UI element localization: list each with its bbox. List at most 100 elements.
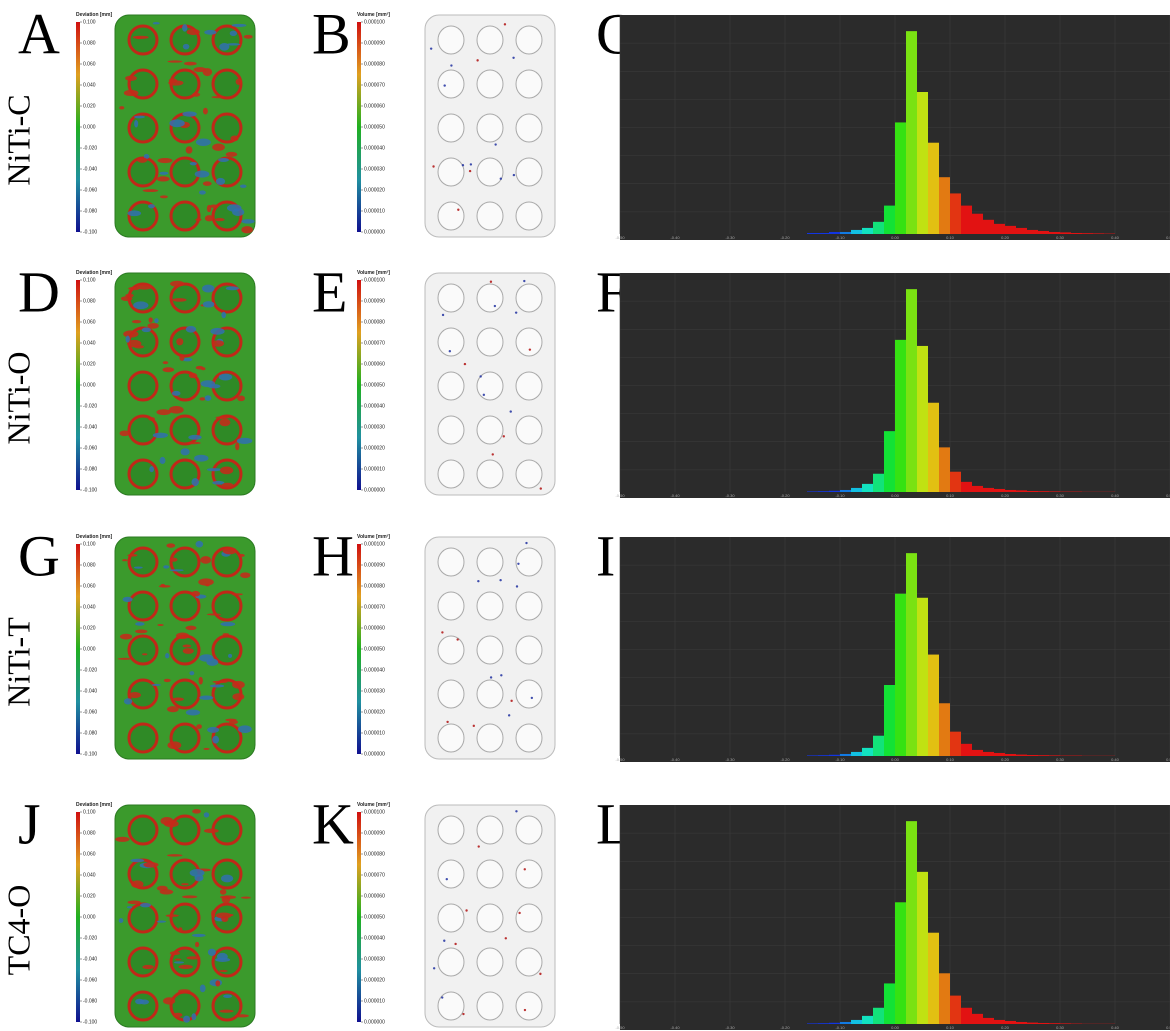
colorbar-tick-label: 0.100 (83, 19, 96, 25)
colorbar-title: Volume [mm³] (357, 270, 390, 276)
stent-spot (160, 457, 166, 464)
stent-spot (240, 572, 250, 578)
stent-spot (490, 281, 492, 283)
stent-spot (199, 654, 213, 661)
histogram-bar (873, 222, 884, 234)
stent-spot (221, 312, 226, 318)
stent-spot (179, 355, 184, 361)
colorbar-tick-label: 0.000020 (364, 709, 385, 715)
stent-spot (140, 903, 151, 907)
stent-cell (477, 636, 503, 664)
row-label: NiTi-O (0, 351, 36, 444)
histogram-bar (1038, 1023, 1049, 1024)
colorbar-tick-label: 0.000 (83, 124, 96, 130)
stent-spot (182, 24, 187, 32)
x-tick-label: 0.20 (1001, 1025, 1010, 1030)
x-tick-label: -0.30 (725, 235, 735, 240)
stent-cell (477, 680, 503, 708)
colorbar-title: Deviation [mm] (76, 270, 112, 276)
histogram-bar (917, 598, 928, 756)
histogram-bar (851, 1020, 862, 1024)
colorbar-tick-label: 0.080 (83, 40, 96, 46)
panel-letter: H (312, 524, 354, 589)
histogram-bar (829, 755, 840, 756)
colorbar-tick-label: 0.000040 (364, 935, 385, 941)
stent-spot (166, 543, 175, 548)
stent-spot (133, 301, 148, 309)
histogram-bar (961, 744, 972, 756)
row-label: NiTi-C (0, 94, 36, 185)
histogram-bar (950, 732, 961, 756)
stent-spot (524, 1009, 526, 1011)
stent-spot (125, 76, 137, 81)
stent-spot (181, 448, 190, 455)
stent-spot (462, 1013, 464, 1015)
stent-spot (173, 298, 187, 302)
stent-cell (129, 548, 157, 576)
colorbar-tick-label: 0.000030 (364, 956, 385, 962)
stent-spot (210, 205, 219, 208)
histogram-bar (895, 902, 906, 1024)
colorbar-tick-label: 0.000030 (364, 424, 385, 430)
stent-spot (442, 314, 444, 316)
stent-cell (516, 70, 542, 98)
stent-spot (137, 157, 147, 162)
x-tick-label: 0.50 (1166, 493, 1170, 498)
colorbar-tick-label: 0.060 (83, 319, 96, 325)
colorbar-tick-label: -0.040 (83, 424, 97, 430)
stent-spot (204, 829, 219, 833)
colorbar-tick-label: 0.040 (83, 872, 96, 878)
stent-spot (205, 395, 212, 401)
stent-spot (134, 566, 143, 568)
stent-cell (438, 70, 464, 98)
colorbar (357, 544, 361, 754)
stent-spot (232, 693, 244, 700)
stent-spot (210, 328, 224, 335)
stent-spot (232, 593, 243, 595)
stent-spot (190, 162, 197, 165)
stent-cell (477, 284, 503, 312)
colorbar-tick-label: 0.000070 (364, 604, 385, 610)
colorbar-tick-label: 0.000010 (364, 466, 385, 472)
colorbar (357, 812, 361, 1022)
colorbar-title: Volume [mm³] (357, 12, 390, 18)
stent-spot (230, 31, 237, 36)
stent-spot (163, 565, 169, 568)
histogram-bar (972, 486, 983, 492)
stent-cell (129, 904, 157, 932)
stent-spot (465, 909, 467, 911)
panel-letter: A (18, 2, 60, 67)
stent-spot (118, 658, 133, 660)
panel-letter: B (312, 2, 351, 67)
stent-cell (171, 328, 199, 356)
colorbar-tick-label: -0.100 (83, 751, 97, 757)
stent-spot (223, 547, 237, 554)
stent-cell (129, 992, 157, 1020)
stent-spot (182, 895, 197, 898)
stent-spot (524, 868, 526, 870)
colorbar-tick-label: -0.020 (83, 403, 97, 409)
colorbar-tick-label: 0.000050 (364, 646, 385, 652)
x-tick-label: 0.10 (946, 493, 955, 498)
histogram-bar (994, 224, 1005, 234)
x-tick-label: 0.30 (1056, 493, 1065, 498)
histogram-bar (862, 484, 873, 492)
stent-spot (175, 959, 182, 961)
stent-spot (235, 1014, 249, 1017)
colorbar (76, 812, 80, 1022)
colorbar-tick-label: 0.000070 (364, 82, 385, 88)
stent-spot (196, 541, 204, 548)
stent-spot (195, 171, 210, 178)
stent-spot (183, 648, 194, 654)
histogram-bar (961, 206, 972, 234)
histogram-bar (983, 1018, 994, 1024)
histogram-bar (807, 1023, 818, 1024)
stent-spot (128, 900, 141, 904)
colorbar-tick-label: -0.080 (83, 730, 97, 736)
stent-spot (203, 108, 208, 115)
histogram-bar (972, 1014, 983, 1024)
stent-spot (192, 809, 201, 814)
colorbar-tick-label: 0.020 (83, 625, 96, 631)
colorbar-tick-label: 0.000 (83, 914, 96, 920)
colorbar-tick-label: 0.000080 (364, 319, 385, 325)
